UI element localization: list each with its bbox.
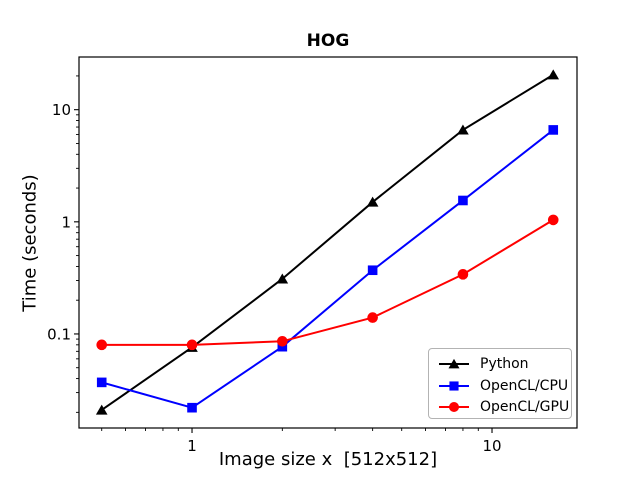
series-python bbox=[95, 69, 560, 415]
legend-item-opencl-cpu: OpenCL/CPU bbox=[438, 376, 571, 396]
y-tick-label: 1 bbox=[61, 213, 71, 231]
opencl-gpu-line-marker-icon bbox=[439, 401, 469, 412]
opencl-cpu-line-marker-icon bbox=[439, 380, 469, 391]
legend: Python OpenCL/CPU OpenCL/GPU bbox=[428, 348, 572, 419]
chart-title: HOG bbox=[306, 31, 350, 51]
x-tick-label: 10 bbox=[482, 437, 501, 455]
legend-item-opencl-gpu: OpenCL/GPU bbox=[438, 397, 571, 417]
legend-item-python: Python bbox=[438, 354, 571, 374]
x-tick-label: 1 bbox=[187, 437, 197, 455]
plot-border bbox=[78, 56, 578, 429]
y-axis-label: Time (seconds) bbox=[19, 174, 41, 312]
legend-label-python: Python bbox=[480, 356, 529, 373]
series-opencl-cpu bbox=[96, 125, 559, 413]
y-tick-label: 0.1 bbox=[47, 325, 71, 343]
y-tick-label: 10 bbox=[52, 101, 71, 119]
y-axis-ticks: 0.1 1 10 bbox=[47, 75, 79, 413]
x-axis-label: Image size x [512x512] bbox=[218, 449, 438, 470]
python-line-marker-icon bbox=[439, 359, 469, 369]
series-opencl-gpu bbox=[96, 214, 559, 351]
legend-label-opencl-cpu: OpenCL/CPU bbox=[480, 377, 569, 394]
legend-label-opencl-gpu: OpenCL/GPU bbox=[480, 398, 570, 415]
